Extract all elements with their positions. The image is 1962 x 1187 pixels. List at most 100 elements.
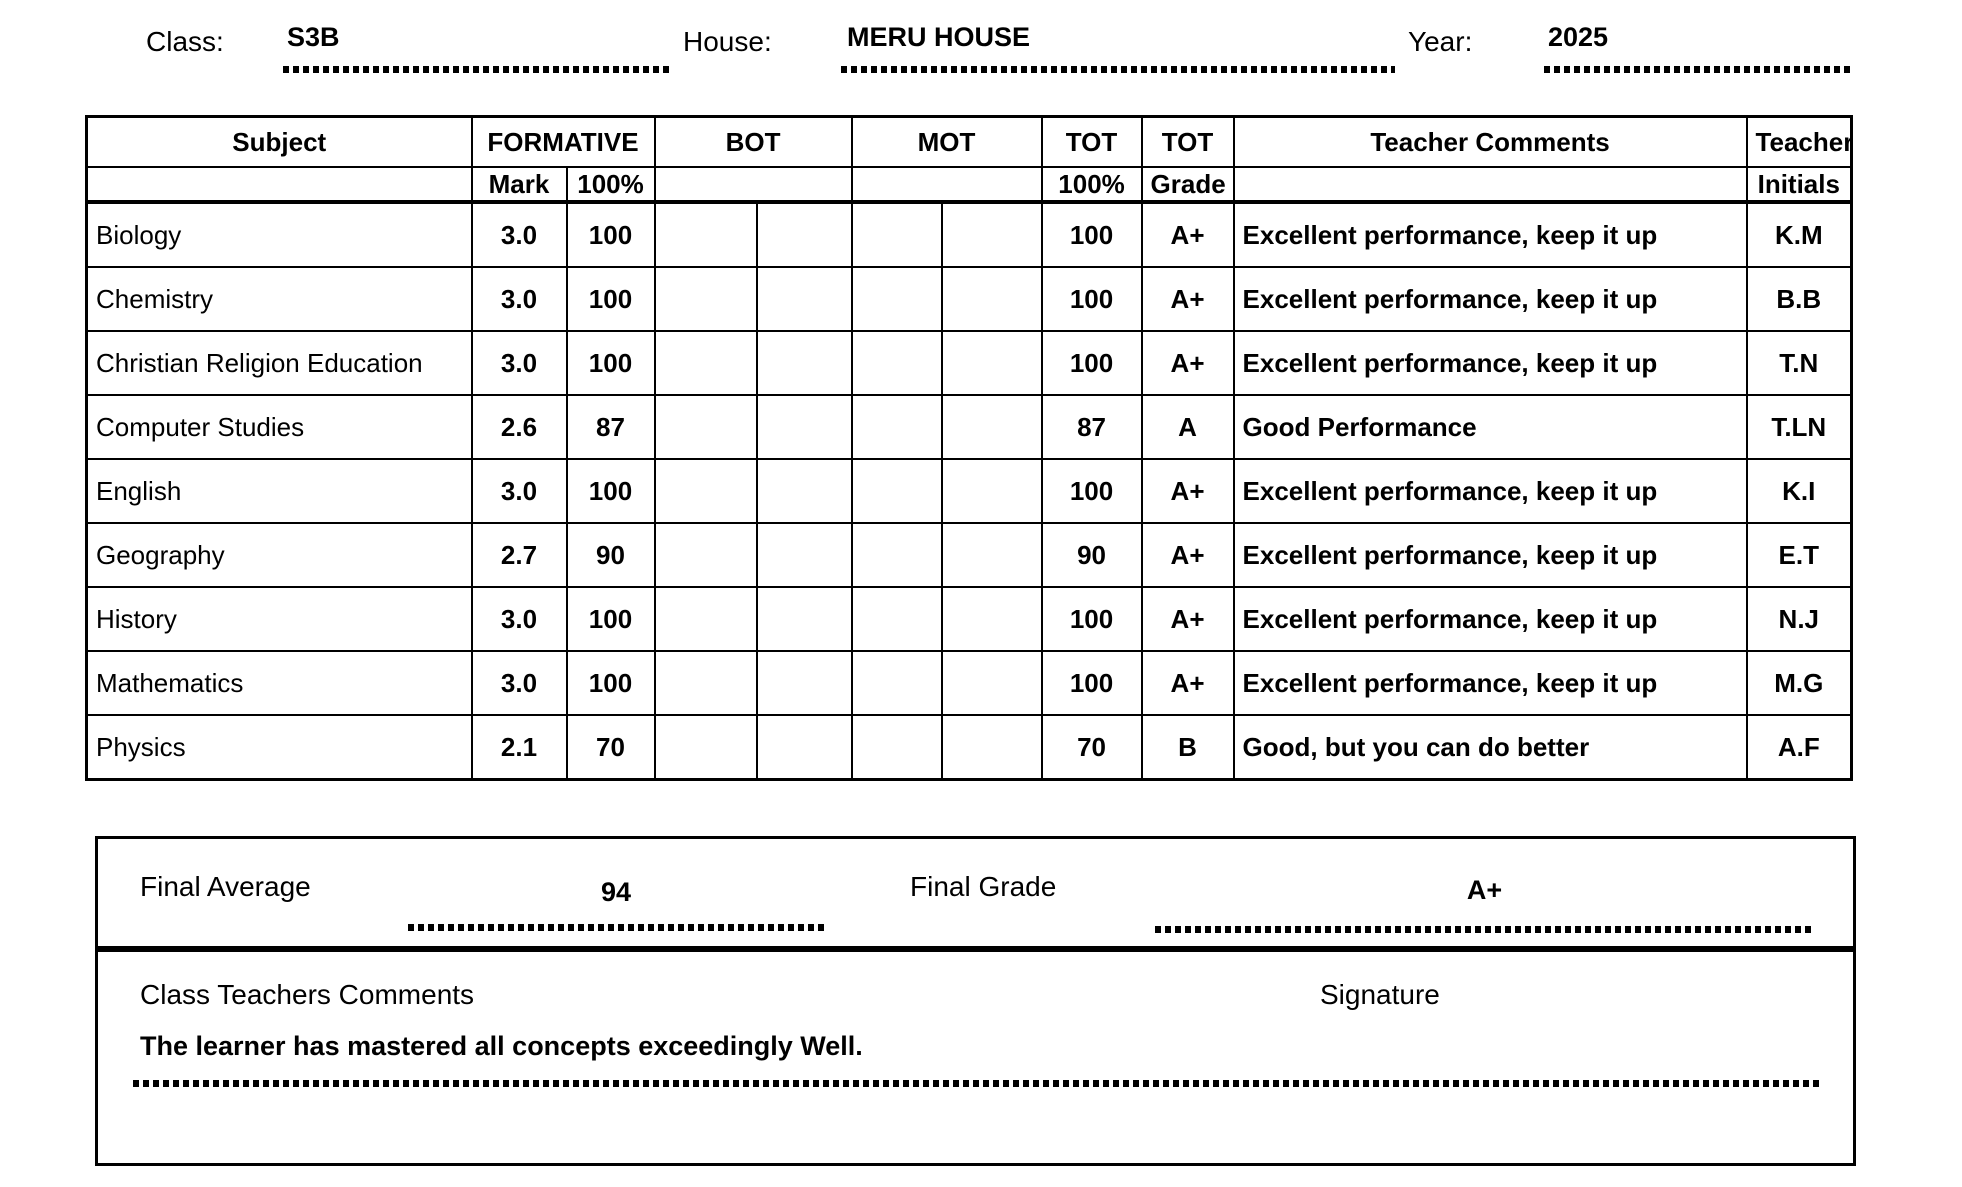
teacher-comment-cell: Good Performance — [1232, 394, 1748, 460]
year-label: Year: — [1408, 26, 1473, 57]
formative-pct-cell: 100 — [565, 330, 656, 396]
bot-cell-1 — [653, 650, 758, 716]
mot-cell-2 — [940, 586, 1043, 652]
subject-cell: Mathematics — [85, 650, 473, 716]
tot-grade-cell: A+ — [1140, 201, 1235, 268]
teacher-comment-cell: Excellent performance, keep it up — [1232, 586, 1748, 652]
teacher-initials-cell: A.F — [1745, 714, 1853, 781]
col-header-teacher-comments: Teacher Comments — [1232, 115, 1748, 168]
col-header-mot: MOT — [850, 115, 1043, 168]
formative-pct-cell: 100 — [565, 586, 656, 652]
formative-mark-cell: 3.0 — [470, 586, 568, 652]
table-row: English 3.0 100 100 A+ Excellent perform… — [85, 458, 1853, 524]
table-row: Geography 2.7 90 90 A+ Excellent perform… — [85, 522, 1853, 588]
mot-cell-2 — [940, 714, 1043, 781]
col-subheader-initials: Initials — [1745, 166, 1853, 204]
final-grade-dotted-line — [1155, 926, 1814, 933]
tot-pct-cell: 90 — [1040, 522, 1143, 588]
mot-cell-1 — [850, 266, 943, 332]
table-row: Christian Religion Education 3.0 100 100… — [85, 330, 1853, 396]
mot-cell-1 — [850, 330, 943, 396]
summary-divider — [98, 946, 1853, 952]
formative-pct-cell: 70 — [565, 714, 656, 781]
tot-grade-cell: A+ — [1140, 650, 1235, 716]
bot-cell-2 — [755, 330, 853, 396]
formative-mark-cell: 3.0 — [470, 201, 568, 268]
col-subheader-grade: Grade — [1140, 166, 1235, 204]
tot-grade-cell: A+ — [1140, 266, 1235, 332]
teacher-initials-cell: E.T — [1745, 522, 1853, 588]
col-subheader-mot-empty — [850, 166, 1043, 204]
bot-cell-2 — [755, 458, 853, 524]
col-header-bot: BOT — [653, 115, 853, 168]
formative-pct-cell: 100 — [565, 201, 656, 268]
col-subheader-mark: Mark — [470, 166, 568, 204]
marks-table: Subject FORMATIVE BOT MOT TOT TOT Teache… — [85, 115, 1854, 781]
bot-cell-2 — [755, 586, 853, 652]
signature-label: Signature — [1320, 979, 1440, 1010]
mot-cell-1 — [850, 586, 943, 652]
mot-cell-1 — [850, 714, 943, 781]
teacher-initials-cell: M.G — [1745, 650, 1853, 716]
subject-cell: Biology — [85, 201, 473, 268]
table-row: History 3.0 100 100 A+ Excellent perform… — [85, 586, 1853, 652]
col-header-tot-2: TOT — [1140, 115, 1235, 168]
table-header-row-1: Subject FORMATIVE BOT MOT TOT TOT Teache… — [85, 115, 1853, 168]
mot-cell-2 — [940, 394, 1043, 460]
teacher-comment-cell: Excellent performance, keep it up — [1232, 458, 1748, 524]
final-average-dotted-line — [408, 924, 824, 931]
class-value: S3B — [287, 22, 340, 52]
formative-mark-cell: 3.0 — [470, 650, 568, 716]
bot-cell-1 — [653, 458, 758, 524]
teacher-comment-cell: Excellent performance, keep it up — [1232, 522, 1748, 588]
col-subheader-comments-empty — [1232, 166, 1748, 204]
mot-cell-1 — [850, 650, 943, 716]
bot-cell-1 — [653, 714, 758, 781]
formative-mark-cell: 2.1 — [470, 714, 568, 781]
tot-pct-cell: 100 — [1040, 201, 1143, 268]
formative-pct-cell: 100 — [565, 458, 656, 524]
house-label: House: — [683, 26, 772, 57]
mot-cell-1 — [850, 201, 943, 268]
teacher-initials-cell: K.M — [1745, 201, 1853, 268]
col-header-tot-1: TOT — [1040, 115, 1143, 168]
final-grade-label: Final Grade — [910, 871, 1057, 902]
formative-pct-cell: 90 — [565, 522, 656, 588]
teacher-initials-cell: K.I — [1745, 458, 1853, 524]
subject-cell: History — [85, 586, 473, 652]
class-dotted-line — [283, 66, 673, 73]
comments-dotted-line — [133, 1080, 1821, 1087]
bot-cell-1 — [653, 522, 758, 588]
formative-mark-cell: 3.0 — [470, 458, 568, 524]
final-average-value: 94 — [600, 877, 632, 907]
mot-cell-2 — [940, 201, 1043, 268]
mot-cell-1 — [850, 394, 943, 460]
bot-cell-2 — [755, 522, 853, 588]
subject-cell: Chemistry — [85, 266, 473, 332]
col-header-formative: FORMATIVE — [470, 115, 656, 168]
class-teachers-comments-value: The learner has mastered all concepts ex… — [140, 1031, 863, 1061]
table-row: Physics 2.1 70 70 B Good, but you can do… — [85, 714, 1853, 781]
teacher-comment-cell: Excellent performance, keep it up — [1232, 650, 1748, 716]
formative-pct-cell: 100 — [565, 266, 656, 332]
table-header-row-2: Mark 100% 100% Grade Initials — [85, 166, 1853, 204]
subject-cell: Computer Studies — [85, 394, 473, 460]
teacher-comment-cell: Excellent performance, keep it up — [1232, 330, 1748, 396]
teacher-initials-cell: N.J — [1745, 586, 1853, 652]
tot-grade-cell: A+ — [1140, 330, 1235, 396]
tot-pct-cell: 100 — [1040, 586, 1143, 652]
bot-cell-1 — [653, 201, 758, 268]
house-value: MERU HOUSE — [847, 22, 1031, 52]
col-subheader-empty — [85, 166, 473, 204]
subject-cell: Christian Religion Education — [85, 330, 473, 396]
bot-cell-2 — [755, 394, 853, 460]
tot-pct-cell: 87 — [1040, 394, 1143, 460]
final-average-label: Final Average — [140, 871, 311, 902]
tot-grade-cell: A+ — [1140, 458, 1235, 524]
mot-cell-2 — [940, 266, 1043, 332]
table-row: Biology 3.0 100 100 A+ Excellent perform… — [85, 201, 1853, 268]
bot-cell-1 — [653, 266, 758, 332]
class-teachers-comments-label: Class Teachers Comments — [140, 979, 475, 1010]
summary-box: Final Average 94 Final Grade A+ Class Te… — [95, 836, 1856, 1166]
